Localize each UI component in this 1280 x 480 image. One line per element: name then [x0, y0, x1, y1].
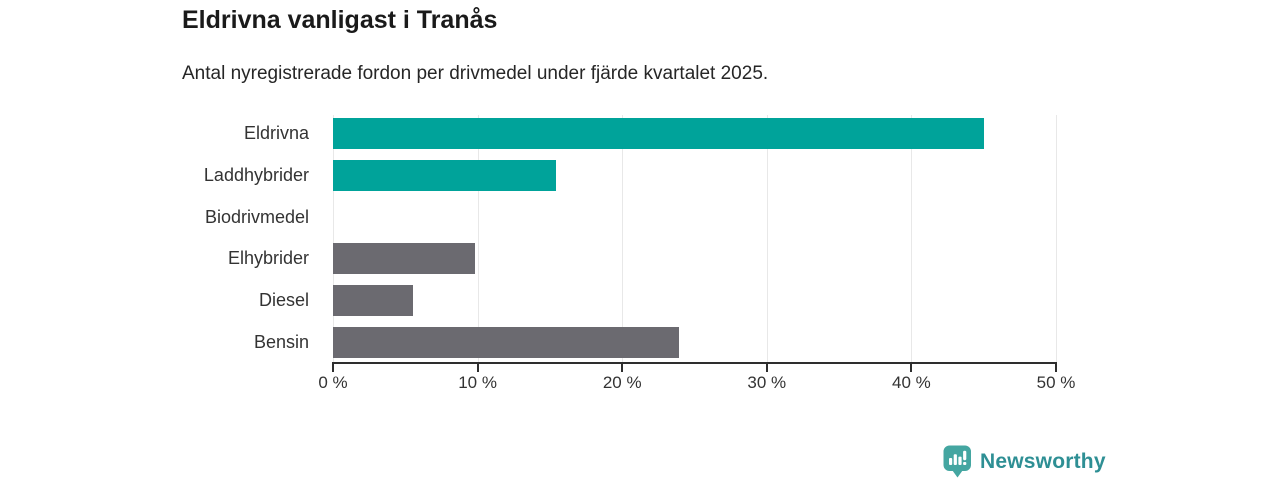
chart-title: Eldrivna vanligast i Tranås — [182, 6, 498, 34]
bar-eldrivna — [333, 118, 984, 149]
x-axis-tick — [621, 364, 624, 372]
x-axis-tick — [476, 364, 479, 372]
x-axis-tick-label: 10 % — [458, 373, 497, 392]
newsworthy-logo-icon — [943, 445, 971, 478]
category-label: Diesel — [258, 290, 309, 310]
gridline — [911, 115, 913, 363]
category-label: Biodrivmedel — [204, 207, 309, 227]
bar-elhybrider — [333, 243, 475, 274]
x-axis-tick-label: 0 % — [318, 373, 348, 392]
plot-area — [333, 113, 1057, 363]
category-labels: Eldrivna Laddhybrider Biodrivmedel Elhybrid… — [0, 113, 321, 363]
category-label: Bensin — [253, 332, 309, 352]
x-axis-tick-label: 50 % — [1036, 373, 1076, 392]
gridline — [622, 115, 624, 363]
gridline — [333, 115, 334, 363]
x-axis-tick — [332, 364, 334, 372]
gridline — [766, 115, 768, 363]
x-axis-tick-label: 20 % — [602, 373, 642, 392]
bar-laddhybrider — [333, 160, 556, 191]
category-label: Elhybrider — [227, 248, 309, 268]
chart-subtitle: Antal nyregistrerade fordon per drivmede… — [182, 63, 769, 84]
x-axis-tick — [910, 364, 913, 372]
newsworthy-logo-text: Newsworthy — [980, 449, 1106, 473]
bar-bensin — [333, 327, 679, 358]
gridline — [477, 115, 479, 363]
x-axis-tick — [1055, 364, 1057, 372]
x-axis-line — [332, 362, 1057, 364]
gridline — [1056, 115, 1057, 363]
bar-diesel — [333, 285, 413, 316]
category-label: Laddhybrider — [203, 165, 309, 185]
x-axis-tick-label: 40 % — [892, 373, 931, 392]
x-axis-tick — [765, 364, 768, 372]
category-label: Eldrivna — [243, 123, 309, 143]
x-axis-tick-label: 30 % — [747, 373, 787, 392]
newsworthy-logo: Newsworthy — [943, 445, 1106, 478]
